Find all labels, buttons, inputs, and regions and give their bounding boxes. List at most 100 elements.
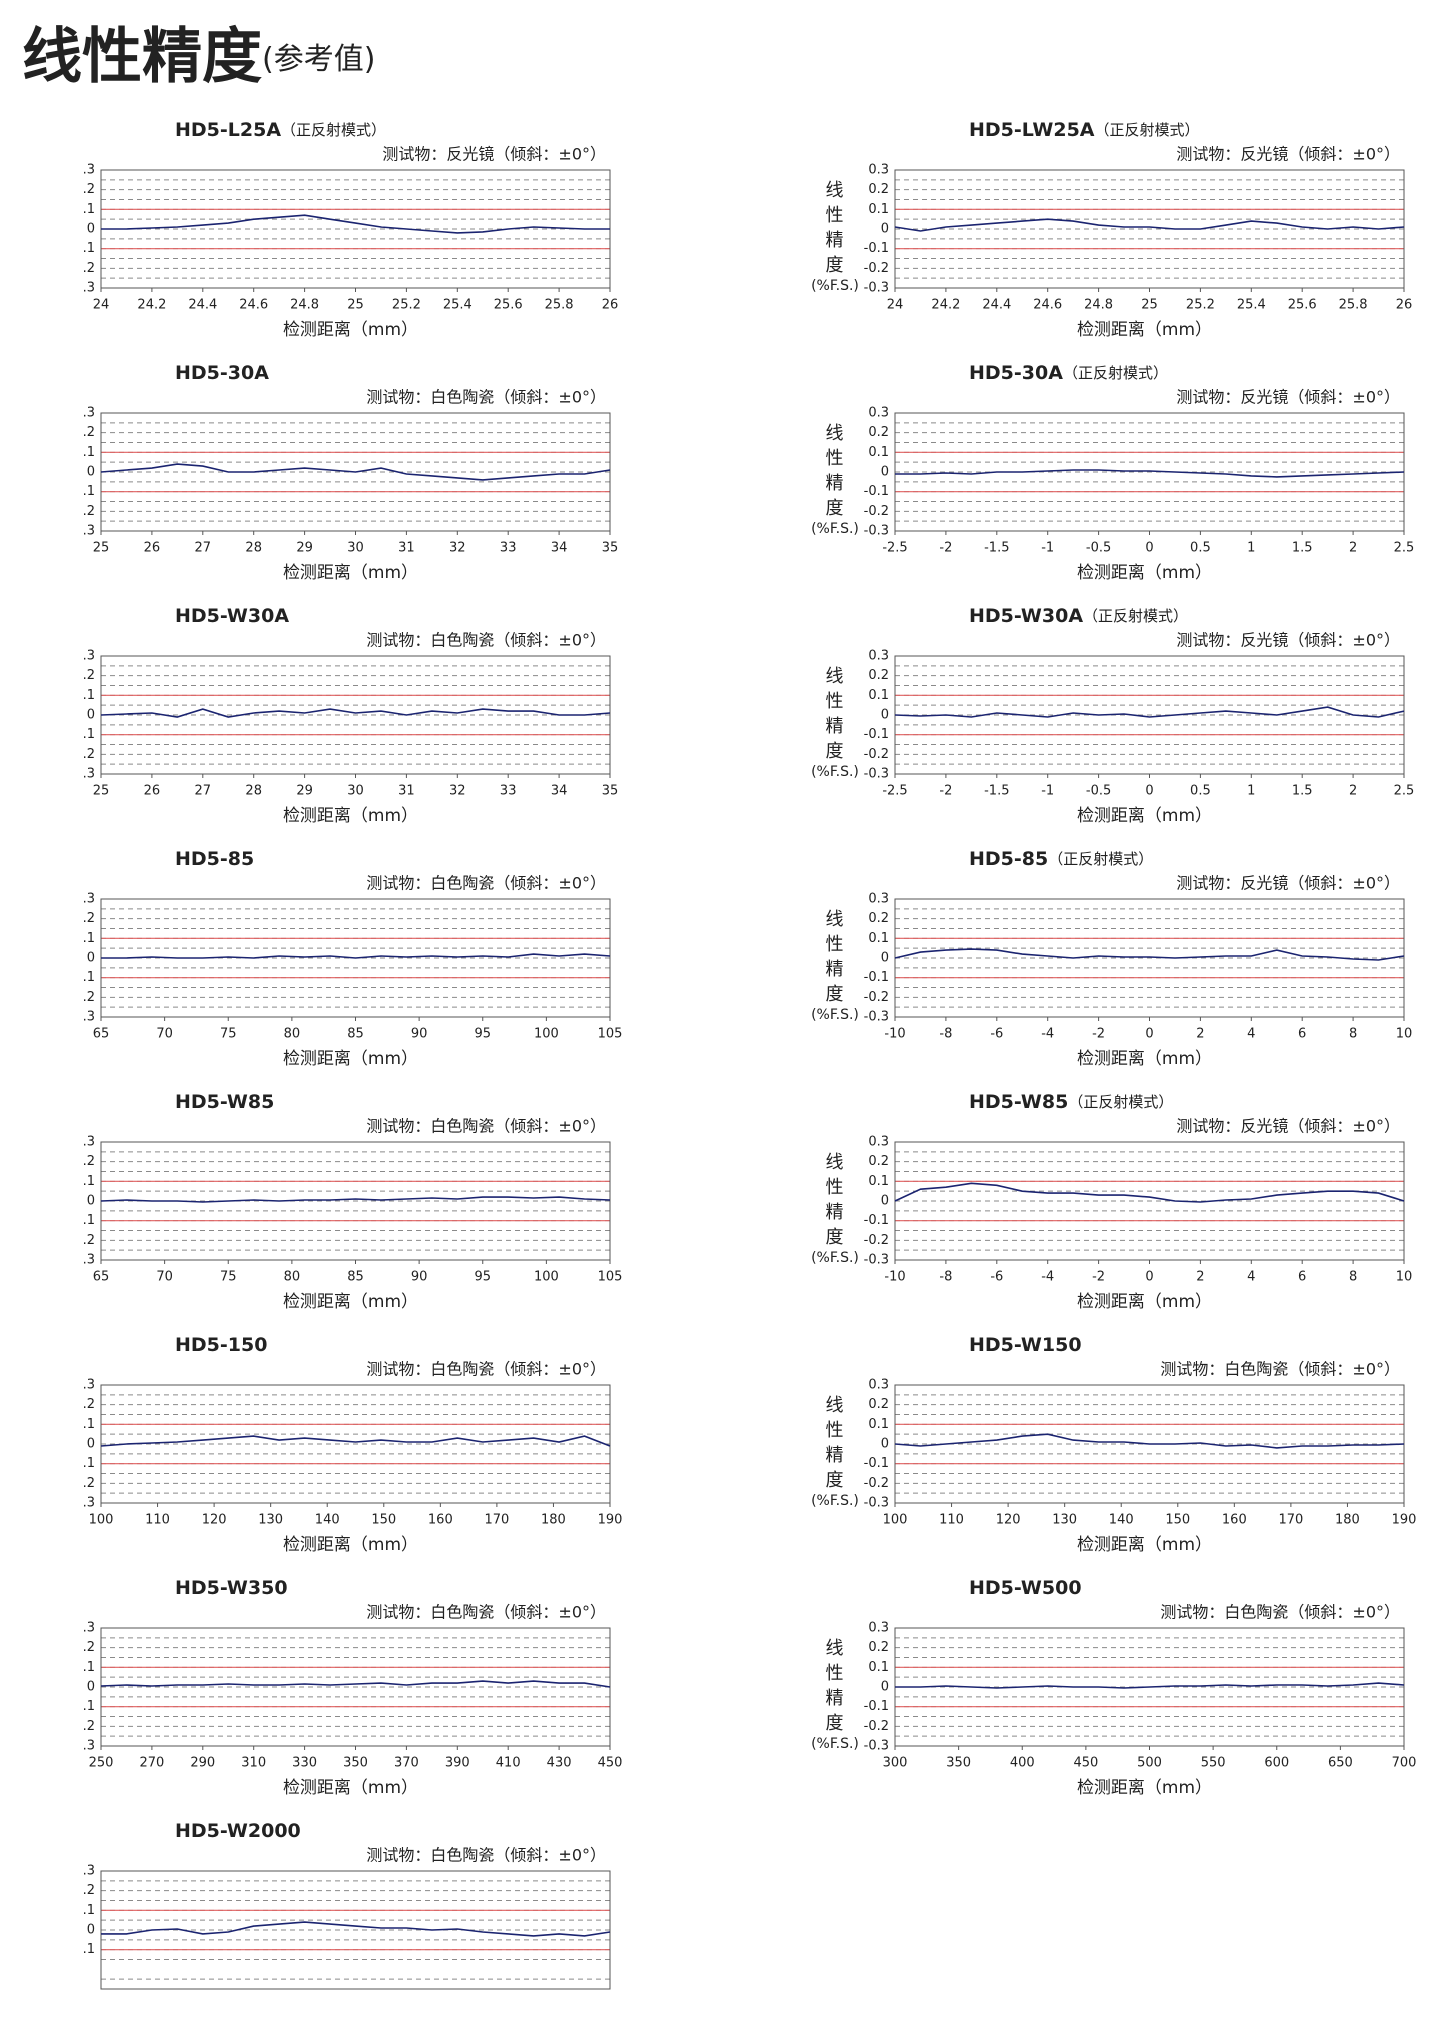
y-tick-label: .3 (83, 406, 95, 421)
y-tick-label: .1 (83, 931, 95, 946)
y-tick-label: 0.1 (868, 202, 889, 217)
chart: HD5-30A 测试物：白色陶瓷（倾斜：±0°） .3 .2 .1 0 .1 .2 .3 25 26… (83, 362, 619, 584)
chart-title-group: HD5-L25A（正反射模式） (175, 119, 386, 141)
x-tick-label: 25 (93, 541, 110, 556)
x-tick-label: 170 (1278, 1513, 1303, 1528)
chart: HD5-LW25A（正反射模式） 测试物：反光镜（倾斜：±0°） 0.3 0.2 0.1… (811, 119, 1412, 341)
x-tick-label: 35 (602, 541, 619, 556)
y-tick-label: -0.2 (864, 1719, 889, 1734)
y-tick-label: -0.2 (864, 747, 889, 762)
x-tick-label: 70 (156, 1027, 173, 1042)
data-line (101, 953, 611, 959)
x-tick-label: 430 (547, 1756, 572, 1771)
chart-title: HD5-150 (175, 1334, 267, 1356)
y-axis-label: 线性精度 (823, 423, 844, 523)
x-tick-label: 6 (1298, 1027, 1306, 1042)
x-tick-label: 24.2 (931, 298, 960, 313)
x-tick-label: 10 (1396, 1270, 1413, 1285)
x-tick-label: 1 (1247, 541, 1255, 556)
y-tick-label: -0.1 (864, 1699, 889, 1714)
x-tick-label: 28 (245, 541, 262, 556)
x-axis-label: 检测距离（mm） (283, 1535, 418, 1555)
x-tick-label: 30 (347, 541, 364, 556)
chart-title: HD5-W30A (175, 605, 289, 627)
x-tick-label: 85 (347, 1027, 364, 1042)
chart: HD5-150 测试物：白色陶瓷（倾斜：±0°） .3 .2 .1 0 .1 .2 .3 100 1… (83, 1334, 623, 1556)
chart-title-group: HD5-W30A (175, 605, 289, 627)
x-tick-label: 550 (1201, 1756, 1226, 1771)
y-tick-label: .1 (83, 970, 95, 985)
y-tick-label: .2 (83, 1640, 95, 1655)
y-tick-label: -0.2 (864, 261, 889, 276)
chart-title-note: （正反射模式） (1048, 850, 1153, 868)
x-axis-label: 检测距离（mm） (1077, 563, 1212, 583)
x-tick-label: 25.8 (1339, 298, 1368, 313)
y-axis-label: 线性精度 (823, 180, 844, 280)
y-tick-label: -0.3 (864, 281, 889, 296)
x-tick-label: -1.5 (984, 784, 1009, 799)
x-tick-label: 130 (258, 1513, 283, 1528)
x-tick-label: 24.4 (982, 298, 1011, 313)
page-title: 线性精度 (22, 22, 262, 92)
x-tick-label: 170 (484, 1513, 509, 1528)
y-tick-label: -0.3 (864, 524, 889, 539)
x-tick-label: 410 (496, 1756, 521, 1771)
x-tick-label: 25.6 (494, 298, 523, 313)
x-tick-label: -2 (939, 541, 952, 556)
x-tick-label: -2.5 (882, 784, 907, 799)
y-tick-label: -0.2 (864, 990, 889, 1005)
x-tick-label: 190 (1392, 1513, 1417, 1528)
y-tick-label: -0.1 (864, 1213, 889, 1228)
y-tick-label: 0.2 (868, 425, 889, 440)
x-tick-label: -1.5 (984, 541, 1009, 556)
x-tick-label: 450 (598, 1756, 623, 1771)
x-tick-label: 33 (500, 541, 517, 556)
y-tick-label: 0 (881, 951, 889, 966)
data-line (894, 218, 1405, 232)
chart-subtitle: 测试物：白色陶瓷（倾斜：±0°） (366, 1117, 606, 1136)
chart: HD5-W85（正反射模式）测试物：反光镜（倾斜：±0°） 0.3 0.2 0.1 0 -… (811, 1091, 1412, 1313)
x-tick-label: 0 (1145, 1027, 1153, 1042)
x-tick-label: 650 (1328, 1756, 1353, 1771)
x-tick-label: 120 (996, 1513, 1021, 1528)
x-tick-label: 2 (1196, 1027, 1204, 1042)
x-tick-label: -8 (939, 1027, 952, 1042)
data-line (895, 1682, 1405, 1689)
y-tick-label: 0 (87, 1923, 95, 1938)
x-tick-label: 90 (411, 1027, 428, 1042)
x-tick-label: 34 (551, 541, 568, 556)
x-tick-label: 600 (1264, 1756, 1289, 1771)
x-tick-label: 0 (1145, 1270, 1153, 1285)
chart-title-group: HD5-W150 (969, 1334, 1082, 1356)
y-tick-label: 0.3 (868, 892, 889, 907)
x-tick-label: 31 (398, 784, 415, 799)
y-tick-label: .1 (83, 727, 95, 742)
data-line (100, 463, 611, 481)
x-tick-label: 32 (449, 784, 466, 799)
x-tick-label: 500 (1137, 1756, 1162, 1771)
y-tick-label: 0 (881, 708, 889, 723)
chart-title-group: HD5-85 (175, 848, 254, 870)
chart-title-group: HD5-30A（正反射模式） (969, 362, 1168, 384)
x-tick-label: -4 (1041, 1270, 1054, 1285)
y-tick-label: .2 (83, 1719, 95, 1734)
x-tick-label: -10 (884, 1027, 905, 1042)
chart-title: HD5-85 (969, 848, 1048, 870)
y-tick-label: -0.1 (864, 727, 889, 742)
data-line (894, 948, 1405, 961)
y-tick-label: 0.1 (868, 1417, 889, 1432)
y-tick-label: 0.1 (868, 445, 889, 460)
chart-title: HD5-W85 (969, 1091, 1068, 1113)
x-axis-label: 检测距离（mm） (1077, 1049, 1212, 1069)
data-line (101, 1921, 611, 1937)
chart-subtitle: 测试物：白色陶瓷（倾斜：±0°） (366, 388, 606, 407)
x-tick-label: 25.2 (1186, 298, 1215, 313)
x-tick-label: 270 (139, 1756, 164, 1771)
x-tick-label: 32 (449, 541, 466, 556)
y-tick-label: 0.2 (868, 1397, 889, 1412)
y-tick-label: .2 (83, 425, 95, 440)
x-tick-label: 27 (195, 541, 212, 556)
x-tick-label: 29 (296, 784, 313, 799)
y-tick-label: .3 (83, 1135, 95, 1150)
